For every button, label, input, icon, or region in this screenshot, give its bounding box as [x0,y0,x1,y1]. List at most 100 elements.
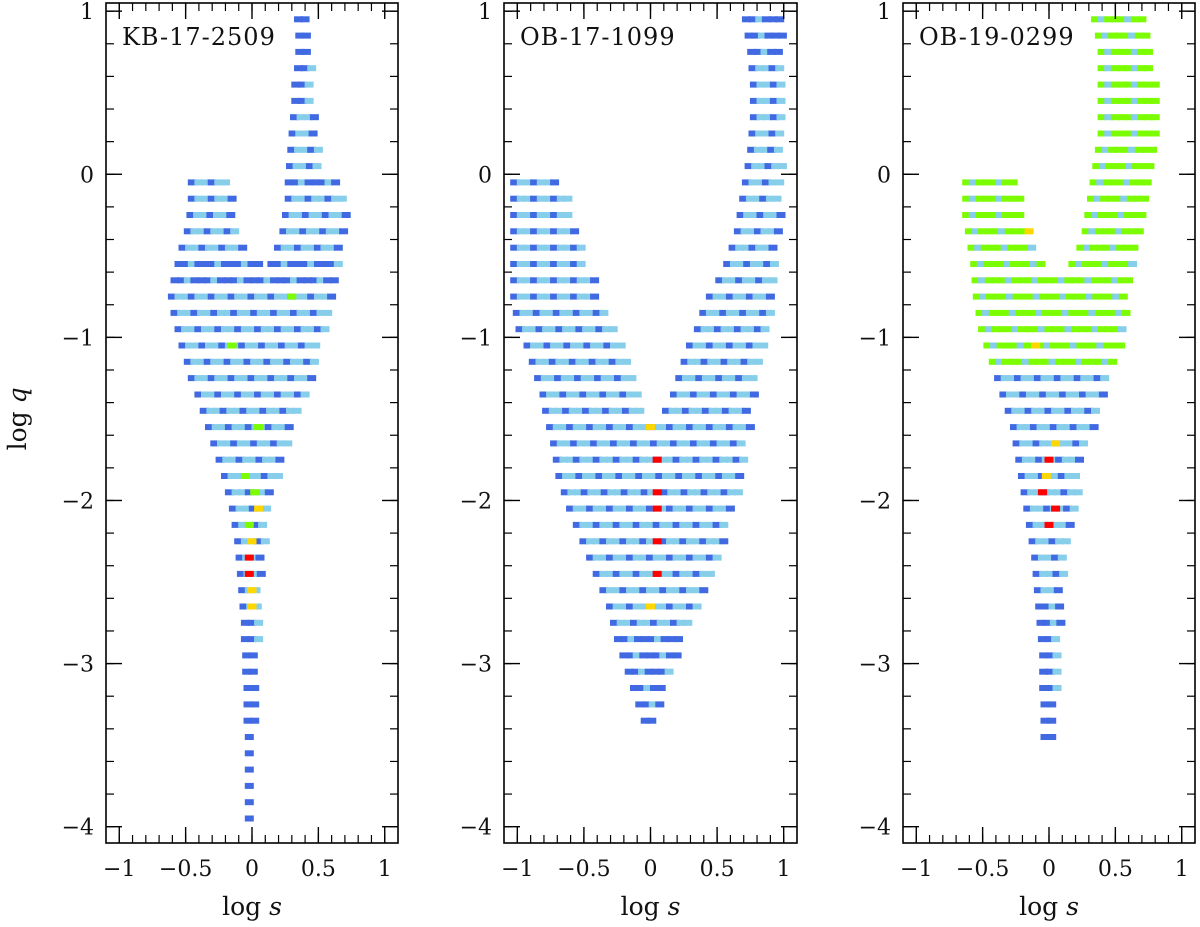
data-point [227,293,237,300]
data-point [274,261,283,267]
data-point [1110,130,1120,137]
data-point [284,424,294,431]
data-point [174,293,184,300]
data-point [201,326,210,333]
y-tick-label: 1 [80,0,94,25]
data-point [590,293,600,300]
data-point [776,97,786,104]
data-point [286,228,295,235]
data-point [767,146,777,153]
data-point [699,309,709,316]
data-point [240,293,250,300]
data-point [735,473,745,479]
data-point [763,114,773,121]
data-point [317,179,327,186]
data-point [672,424,682,431]
data-point [258,521,268,528]
data-point [599,391,609,398]
data-point [323,309,333,316]
data-point [687,489,697,496]
data-point [590,277,600,284]
data-point [1068,358,1078,365]
data-point [1117,81,1127,88]
data-point [705,570,715,577]
data-point [615,407,625,414]
data-point [991,228,1001,235]
data-point [1106,195,1116,202]
data-point [650,685,659,691]
data-point [540,375,550,382]
data-point [1051,326,1061,333]
data-point [716,391,726,398]
data-point [655,473,665,479]
data-point [207,375,217,382]
data-point [254,538,264,545]
data-point [311,342,321,349]
data-point [679,554,689,561]
data-point [692,554,702,561]
data-point [1124,114,1134,121]
data-point [725,309,735,316]
data-point [563,244,573,251]
data-point [1075,358,1084,365]
data-point [606,570,615,577]
data-point [280,375,290,382]
data-point [270,309,280,316]
data-point [550,228,560,235]
data-point [183,277,193,284]
data-point [660,489,670,496]
data-point [574,489,584,496]
data-point [727,326,737,333]
y-tick-label: −4 [460,816,492,841]
data-point [222,456,232,463]
data-point [1087,375,1096,382]
data-point [968,212,978,218]
data-point [256,358,266,365]
data-point [313,293,323,300]
data-point [197,277,207,284]
data-point [211,244,221,251]
data-point [723,440,733,447]
data-point [254,473,264,479]
data-point [740,326,750,333]
data-point [626,521,635,528]
data-point [236,358,246,365]
data-point [970,261,980,267]
data-point [329,277,339,284]
data-point [1000,375,1010,382]
data-point [599,456,609,463]
data-point [194,261,204,267]
data-point [203,277,213,284]
data-point [995,195,1005,202]
data-point [1114,32,1124,39]
data-point [1136,179,1146,186]
data-point-peak [254,424,264,431]
data-point [1044,636,1054,643]
data-point [309,277,319,284]
data-point [1097,130,1107,137]
data-point [1040,717,1050,724]
data-point [256,570,266,577]
data-point [636,685,646,691]
data-point [217,440,226,447]
data-point [752,195,762,202]
data-point [769,261,779,267]
data-point [1052,293,1062,300]
data-point [739,309,749,316]
y-tick-label: 1 [478,0,492,25]
data-point [733,358,743,365]
data-point [716,440,726,447]
data-point [523,195,533,202]
data-point [962,212,972,218]
data-point [1039,570,1049,577]
data-point [775,130,785,137]
data-point [1011,326,1021,333]
data-point [221,179,230,186]
data-point [749,261,759,267]
data-point [626,505,635,512]
data-point [1089,342,1099,349]
data-point [632,570,642,577]
data-point [631,668,641,675]
data-point [304,179,314,186]
data-point [1104,212,1114,218]
